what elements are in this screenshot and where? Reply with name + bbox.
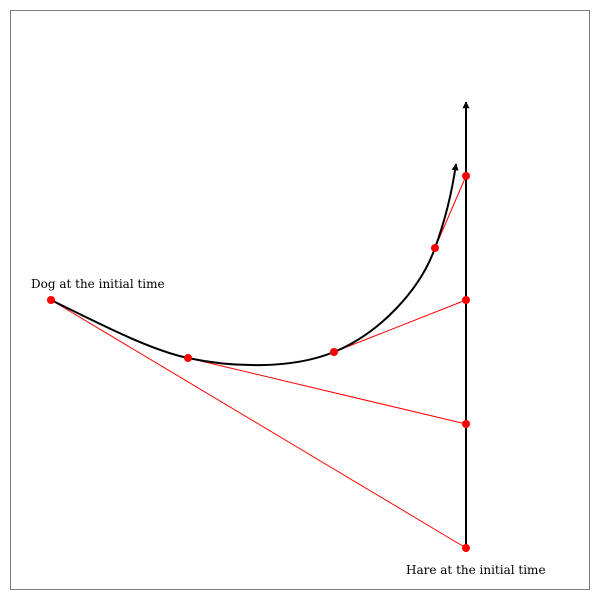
frame (10, 10, 590, 590)
hare-point (462, 420, 470, 428)
dog-point (330, 348, 338, 356)
sight-lines (50, 175, 467, 549)
dog-label: Dog at the initial time (31, 277, 165, 291)
hare-label: Hare at the initial time (406, 563, 546, 577)
sight-line (333, 299, 467, 353)
sight-line (50, 299, 467, 549)
dog-point (47, 296, 55, 304)
hare-point (462, 296, 470, 304)
dog-point (184, 354, 192, 362)
sight-line (187, 357, 467, 425)
dog-point (431, 244, 439, 252)
position-points (47, 172, 470, 552)
dog-path-curve (50, 163, 459, 367)
hare-point (462, 544, 470, 552)
hare-point (462, 172, 470, 180)
